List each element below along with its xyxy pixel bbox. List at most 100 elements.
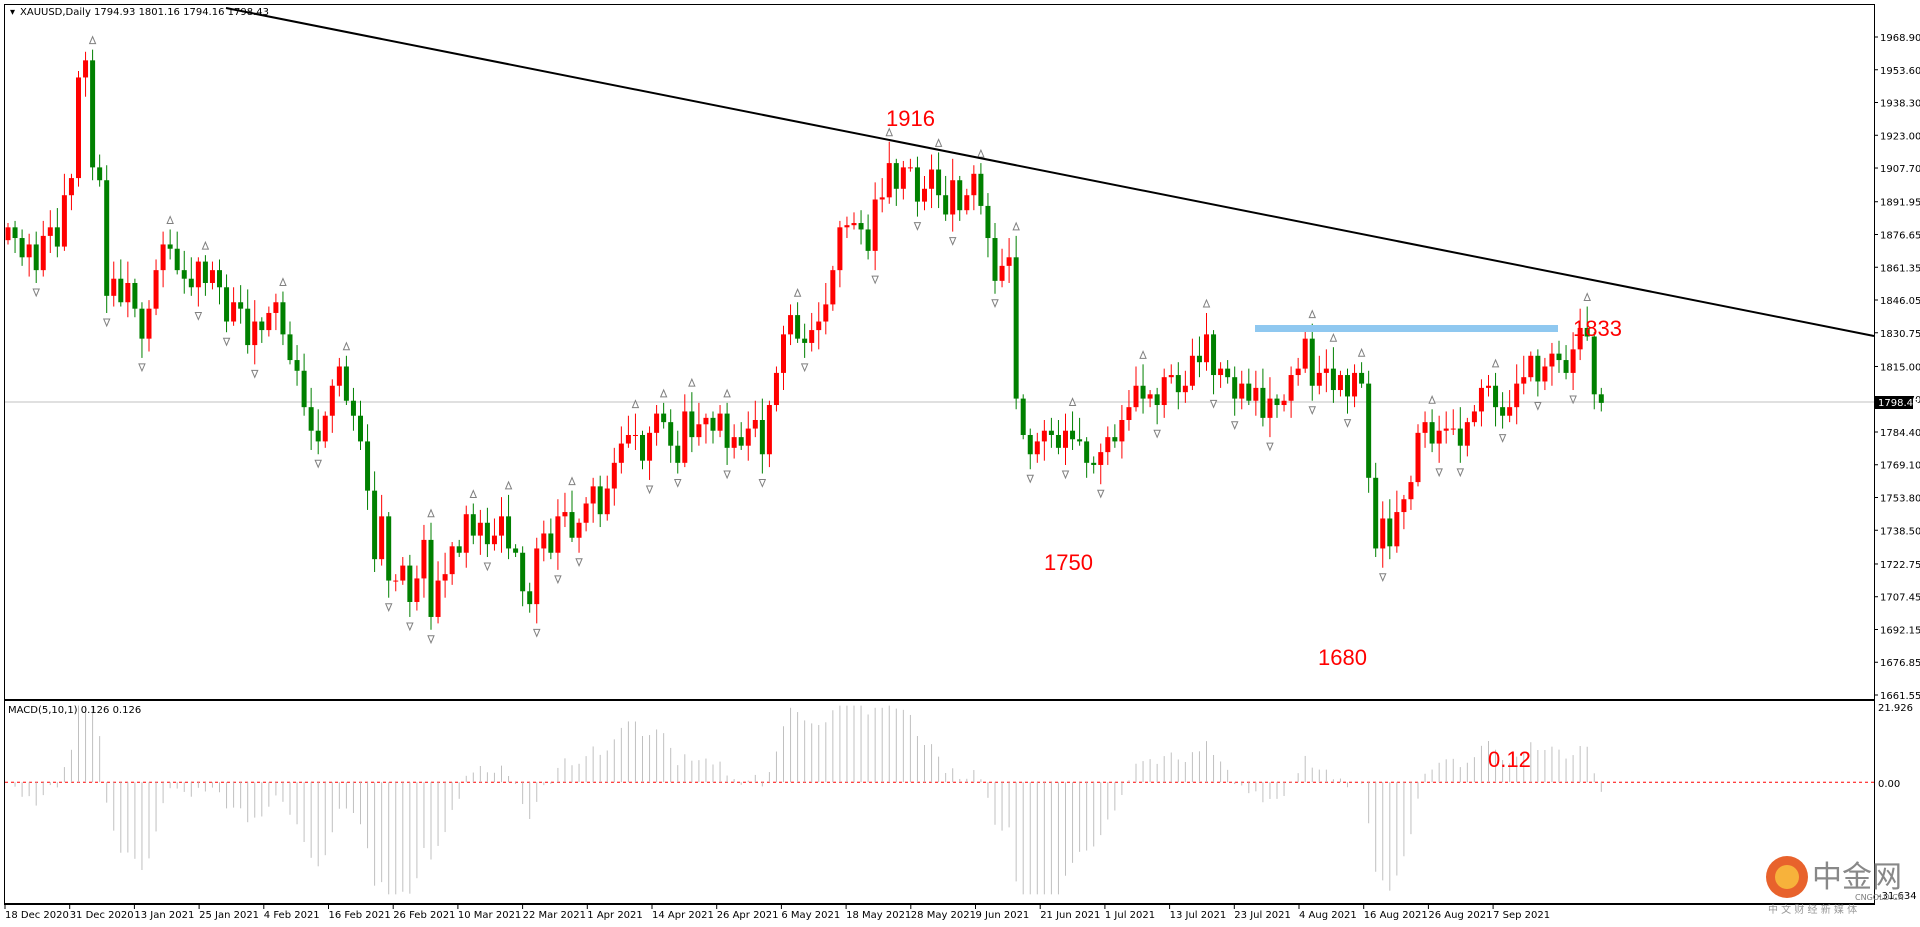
candle-body[interactable]: [386, 516, 392, 581]
candle-body[interactable]: [1189, 355, 1195, 386]
candle-body[interactable]: [1598, 394, 1604, 403]
candle-body[interactable]: [590, 486, 596, 504]
candle-body[interactable]: [1232, 377, 1238, 399]
candle-body[interactable]: [1309, 338, 1315, 386]
candle-body[interactable]: [97, 167, 103, 181]
candle-body[interactable]: [1528, 355, 1534, 378]
candle-body[interactable]: [1260, 387, 1266, 418]
candle-body[interactable]: [950, 180, 956, 215]
candle-body[interactable]: [329, 385, 335, 416]
candle-body[interactable]: [118, 278, 124, 303]
candle-body[interactable]: [1422, 422, 1428, 433]
candle-body[interactable]: [301, 370, 307, 408]
candle-body[interactable]: [513, 548, 519, 553]
candle-body[interactable]: [773, 372, 779, 406]
candle-body[interactable]: [1478, 387, 1484, 412]
candle-body[interactable]: [745, 428, 751, 446]
candle-body[interactable]: [61, 195, 67, 247]
candle-body[interactable]: [1175, 375, 1181, 393]
candle-body[interactable]: [83, 60, 89, 78]
candle-body[interactable]: [1034, 441, 1040, 455]
candle-body[interactable]: [1295, 368, 1301, 376]
candle-body[interactable]: [1570, 349, 1576, 373]
candle-body[interactable]: [900, 167, 906, 189]
candle-body[interactable]: [1457, 428, 1463, 446]
candle-body[interactable]: [1084, 441, 1090, 463]
candle-body[interactable]: [1577, 327, 1583, 350]
candle-body[interactable]: [1323, 368, 1329, 373]
candle-body[interactable]: [781, 334, 786, 373]
candle-body[interactable]: [1471, 411, 1477, 423]
candle-body[interactable]: [160, 244, 166, 271]
candle-body[interactable]: [1436, 430, 1442, 444]
candle-body[interactable]: [104, 180, 110, 296]
candle-body[interactable]: [534, 548, 540, 605]
candle-body[interactable]: [350, 400, 356, 416]
candle-body[interactable]: [1133, 385, 1139, 408]
candle-body[interactable]: [1077, 439, 1083, 442]
candle-body[interactable]: [266, 312, 272, 331]
candle-body[interactable]: [1281, 400, 1287, 406]
candle-body[interactable]: [421, 539, 427, 579]
candle-body[interactable]: [1345, 375, 1350, 397]
candle-body[interactable]: [1387, 518, 1393, 547]
candle-body[interactable]: [1380, 518, 1386, 549]
candle-body[interactable]: [68, 178, 74, 196]
candle-body[interactable]: [40, 235, 46, 271]
candle-body[interactable]: [139, 308, 145, 339]
candle-body[interactable]: [886, 163, 892, 198]
candle-body[interactable]: [562, 512, 568, 517]
candle-body[interactable]: [527, 591, 533, 605]
candle-body[interactable]: [1563, 360, 1569, 373]
candle-body[interactable]: [1521, 377, 1527, 384]
candle-body[interactable]: [336, 366, 342, 386]
candle-body[interactable]: [484, 522, 490, 545]
candle-body[interactable]: [1006, 257, 1012, 266]
candle-body[interactable]: [1591, 336, 1597, 395]
candle-body[interactable]: [167, 244, 173, 249]
candle-body[interactable]: [308, 407, 314, 431]
candle-body[interactable]: [668, 422, 674, 446]
candle-body[interactable]: [675, 445, 681, 463]
candle-body[interactable]: [632, 434, 638, 436]
candle-body[interactable]: [936, 169, 942, 196]
candle-body[interactable]: [1063, 430, 1068, 448]
candle-body[interactable]: [1027, 434, 1033, 455]
candle-body[interactable]: [1288, 375, 1294, 401]
candle-body[interactable]: [5, 227, 11, 241]
resistance-band[interactable]: [1255, 325, 1558, 332]
candle-body[interactable]: [456, 546, 462, 553]
candle-body[interactable]: [548, 533, 554, 553]
trendline[interactable]: [225, 7, 1875, 337]
candle-body[interactable]: [1218, 368, 1224, 376]
candle-body[interactable]: [224, 287, 230, 322]
candle-body[interactable]: [1556, 353, 1562, 361]
candle-body[interactable]: [1464, 422, 1470, 446]
candle-body[interactable]: [788, 315, 794, 335]
candle-body[interactable]: [1500, 407, 1506, 416]
candle-body[interactable]: [914, 167, 920, 202]
candle-body[interactable]: [872, 199, 878, 251]
candle-body[interactable]: [752, 420, 758, 429]
candle-body[interactable]: [1161, 377, 1167, 406]
candle-body[interactable]: [999, 265, 1005, 281]
candle-body[interactable]: [1211, 334, 1217, 376]
candle-body[interactable]: [1352, 372, 1358, 397]
candle-body[interactable]: [1330, 368, 1336, 391]
candle-body[interactable]: [858, 223, 864, 230]
candle-body[interactable]: [978, 173, 984, 206]
candle-body[interactable]: [731, 437, 737, 448]
candle-body[interactable]: [682, 411, 688, 463]
candle-body[interactable]: [816, 321, 822, 331]
candle-body[interactable]: [1302, 338, 1308, 369]
candle-body[interactable]: [287, 334, 293, 361]
candle-body[interactable]: [153, 270, 159, 309]
candle-body[interactable]: [971, 173, 977, 196]
candle-body[interactable]: [1337, 375, 1343, 391]
candle-body[interactable]: [1098, 452, 1104, 465]
candle-body[interactable]: [611, 462, 617, 489]
candle-body[interactable]: [1041, 430, 1047, 442]
candle-body[interactable]: [907, 167, 913, 169]
candle-body[interactable]: [90, 60, 96, 168]
candle-body[interactable]: [209, 270, 215, 283]
